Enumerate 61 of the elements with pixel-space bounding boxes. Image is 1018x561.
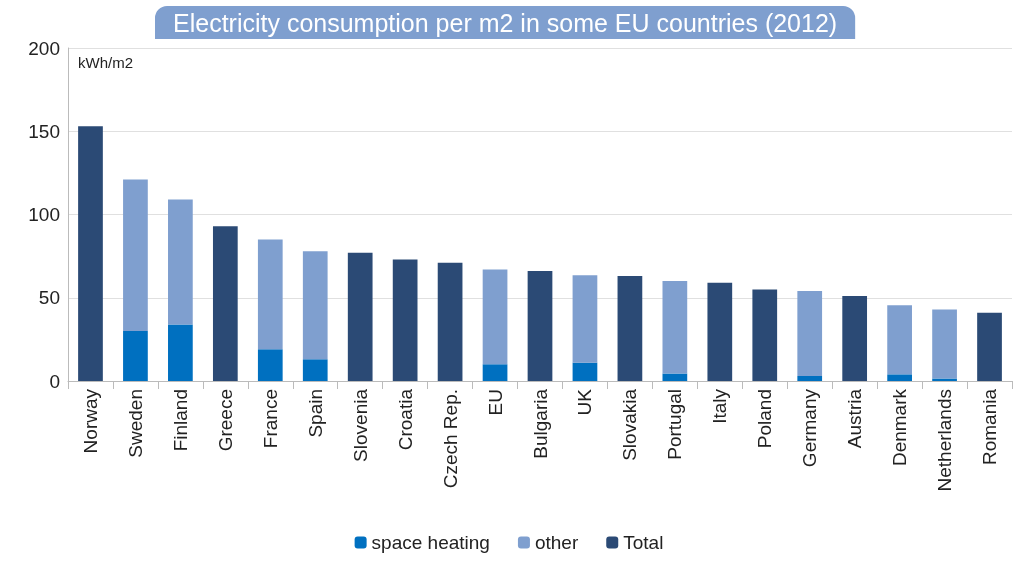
x-tick-label: Slovakia — [619, 388, 641, 461]
bar — [887, 305, 912, 375]
bar — [257, 239, 283, 350]
bar — [123, 331, 148, 381]
x-tick-label: Sweden — [124, 389, 146, 458]
bar — [78, 126, 103, 381]
y-tick-label: 150 — [28, 120, 60, 142]
y-tick-label: 0 — [49, 370, 60, 392]
x-tick-label: Slovenia — [349, 388, 371, 462]
y-axis-title: kWh/m2 — [78, 54, 134, 71]
bar — [752, 289, 778, 381]
bar — [257, 349, 283, 381]
bar — [347, 252, 373, 381]
bar — [662, 373, 688, 381]
bar — [842, 296, 868, 381]
x-tick-label: Spain — [304, 389, 326, 438]
x-tick-label: Austria — [844, 388, 866, 449]
bar — [662, 281, 688, 374]
bar — [977, 312, 1002, 381]
x-tick-label: Croatia — [394, 388, 416, 451]
x-tick-label: France — [259, 389, 281, 449]
x-tick-label: Netherlands — [934, 389, 956, 492]
bar — [887, 374, 912, 381]
bar — [707, 282, 733, 381]
bar — [797, 376, 823, 381]
bar — [572, 362, 598, 381]
bar — [302, 251, 328, 360]
bar — [168, 199, 193, 325]
bar — [617, 276, 643, 381]
x-tick-label: Romania — [979, 388, 1001, 466]
bar — [482, 364, 508, 381]
legend-label: Total — [623, 532, 664, 553]
y-tick-label: 200 — [28, 37, 60, 59]
bar — [527, 271, 553, 381]
bar — [932, 309, 957, 379]
legend-label: other — [534, 532, 579, 553]
y-tick-label: 50 — [38, 287, 60, 309]
x-tick-label: Poland — [754, 389, 776, 449]
x-tick-label: UK — [574, 388, 596, 416]
x-tick-label: Italy — [709, 388, 731, 424]
x-tick-label: Portugal — [664, 389, 686, 460]
bar — [168, 324, 193, 381]
bar — [797, 291, 823, 377]
bar — [437, 262, 463, 381]
bar — [123, 179, 148, 332]
bar — [572, 275, 598, 363]
x-tick-label: Norway — [79, 388, 101, 454]
x-tick-label: Czech Rep. — [439, 389, 461, 489]
x-tick-label: Finland — [169, 389, 191, 452]
legend-label: space heating — [371, 532, 490, 553]
chart-title: Electricity consumption per m2 in some EU countries (2012) — [173, 8, 838, 37]
bar — [212, 226, 238, 381]
x-tick-label: Denmark — [889, 388, 911, 467]
bar — [302, 359, 328, 381]
y-tick-label: 100 — [28, 204, 60, 225]
bar — [392, 259, 418, 381]
x-tick-label: Germany — [799, 388, 821, 468]
x-tick-label: Bulgaria — [529, 388, 551, 459]
x-tick-label: Greece — [214, 389, 236, 452]
bar — [482, 269, 508, 365]
x-tick-label: EU — [484, 389, 506, 416]
